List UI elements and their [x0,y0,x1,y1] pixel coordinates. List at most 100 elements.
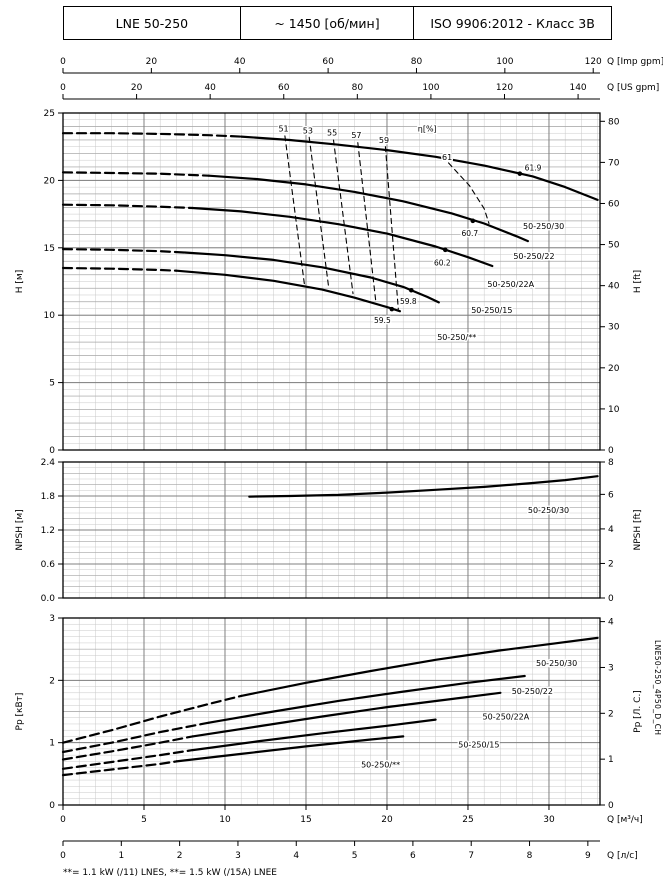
svg-text:20: 20 [44,176,56,186]
svg-text:3: 3 [608,663,614,673]
svg-text:80: 80 [608,117,620,127]
curve-dashed-50-250/15 [61,248,186,254]
svg-text:2.4: 2.4 [41,458,56,468]
svg-text:2: 2 [608,709,614,719]
plot-frame-power [62,617,601,806]
efficiency-line-53 [308,136,330,289]
curve-label: 53 [303,127,313,136]
svg-text:60: 60 [278,83,290,93]
curve-label: 55 [327,129,337,138]
curve-50-250/** [175,269,401,313]
curve-label: 50-250/22A [483,712,530,721]
svg-text:2: 2 [177,851,183,861]
svg-text:120: 120 [585,57,602,67]
svg-text:140: 140 [569,83,586,93]
svg-text:20: 20 [381,815,393,825]
svg-text:120: 120 [496,83,513,93]
curve-dashed-50-250/30 [61,132,243,138]
efficiency-point-61.9 [517,171,523,176]
curve-label: 50-250/30 [523,222,564,231]
svg-text:30: 30 [608,323,620,333]
curve-dashed-50-250/22A [61,203,194,210]
curve-label: 61 [442,153,452,162]
curve-50-250/22A [191,206,494,268]
svg-text:5: 5 [352,851,358,861]
curve-50-250/22A [191,691,502,738]
curve-50-250/30 [240,636,599,697]
svg-text:0: 0 [60,851,66,861]
efficiency-point-label: 60.2 [434,259,451,268]
svg-text:H [ft]: H [ft] [633,270,643,293]
curve-50-250/15 [191,718,437,752]
curve-dashed-50-250/22 [61,171,210,177]
svg-text:0: 0 [608,594,614,604]
curve-label: 50-250/30 [528,506,569,515]
svg-text:0: 0 [608,446,614,456]
curve-dashed-50-250/30 [61,694,243,744]
svg-text:0: 0 [49,446,55,456]
svg-text:70: 70 [608,158,620,168]
curve-label: 50-250/22 [512,687,553,696]
svg-text:Pр [кВт]: Pр [кВт] [15,693,25,731]
svg-text:3: 3 [235,851,241,861]
curve-label: 50-250/15 [458,741,499,750]
curve-dashed-50-250/22A [61,735,194,761]
svg-text:1.2: 1.2 [41,526,55,536]
curve-dashed-50-250/** [61,266,178,272]
curve-50-250/30 [240,135,599,201]
efficiency-point-label: 61.9 [525,164,542,173]
curve-label: 50-250/22A [487,280,534,289]
svg-text:0: 0 [60,815,66,825]
svg-text:H [м]: H [м] [15,270,25,293]
svg-text:15: 15 [300,815,311,825]
svg-text:60: 60 [608,199,620,209]
svg-text:10: 10 [219,815,231,825]
svg-text:1: 1 [608,755,614,765]
svg-text:2: 2 [608,559,614,569]
svg-text:NPSH [ft]: NPSH [ft] [633,509,643,550]
pump-model: LNE 50-250 [115,15,189,31]
efficiency-line-59 [384,146,399,310]
curve-50-250/30 [248,475,599,498]
efficiency-point-label: 60.7 [461,229,478,238]
svg-text:80: 80 [411,57,423,67]
svg-text:6: 6 [410,851,416,861]
svg-text:25: 25 [44,109,55,119]
svg-text:40: 40 [608,282,620,292]
svg-text:40: 40 [234,57,246,67]
svg-text:5: 5 [141,815,147,825]
svg-text:0.0: 0.0 [41,594,56,604]
efficiency-point-60.7 [470,218,476,224]
svg-text:4: 4 [293,851,299,861]
svg-text:8: 8 [608,458,614,468]
svg-text:15: 15 [44,244,55,254]
pump-speed: ~ 1450 [об/мин] [239,7,413,39]
curve-dashed-50-250/15 [61,749,194,770]
svg-text:1.8: 1.8 [41,492,56,502]
svg-text:100: 100 [422,83,439,93]
svg-text:0: 0 [60,57,66,67]
efficiency-point-59.8 [408,287,414,293]
curve-dashed-50-250/22 [61,721,210,754]
svg-text:7: 7 [468,851,474,861]
svg-text:1: 1 [49,739,55,749]
svg-text:5: 5 [49,379,55,389]
curve-dashed-50-250/** [61,760,178,777]
test-standard: ISO 9906:2012 - Класс 3В [413,7,611,39]
axis-unit-label: Q [м³/ч] [607,815,643,825]
svg-text:50: 50 [608,241,620,251]
efficiency-line-55 [332,139,354,295]
svg-text:NPSH [м]: NPSH [м] [15,509,25,550]
svg-text:0.6: 0.6 [41,560,56,570]
title-bar: LNE 50-250 ~ 1450 [об/мин] ISO 9906:2012… [63,6,612,40]
efficiency-line-51 [284,135,305,285]
svg-text:1: 1 [118,851,124,861]
axis-unit-label: Q [Imp gpm] [607,57,663,67]
efficiency-line-61 [447,162,490,225]
power-footnote: **= 1.1 kW (/11) LNES, **= 1.5 kW (/15A)… [63,868,277,878]
curve-label: 50-250/** [361,760,400,769]
svg-text:8: 8 [527,851,533,861]
svg-text:20: 20 [608,364,620,374]
curve-label: 50-250/30 [536,659,577,668]
efficiency-point-label: 59.5 [374,316,391,325]
